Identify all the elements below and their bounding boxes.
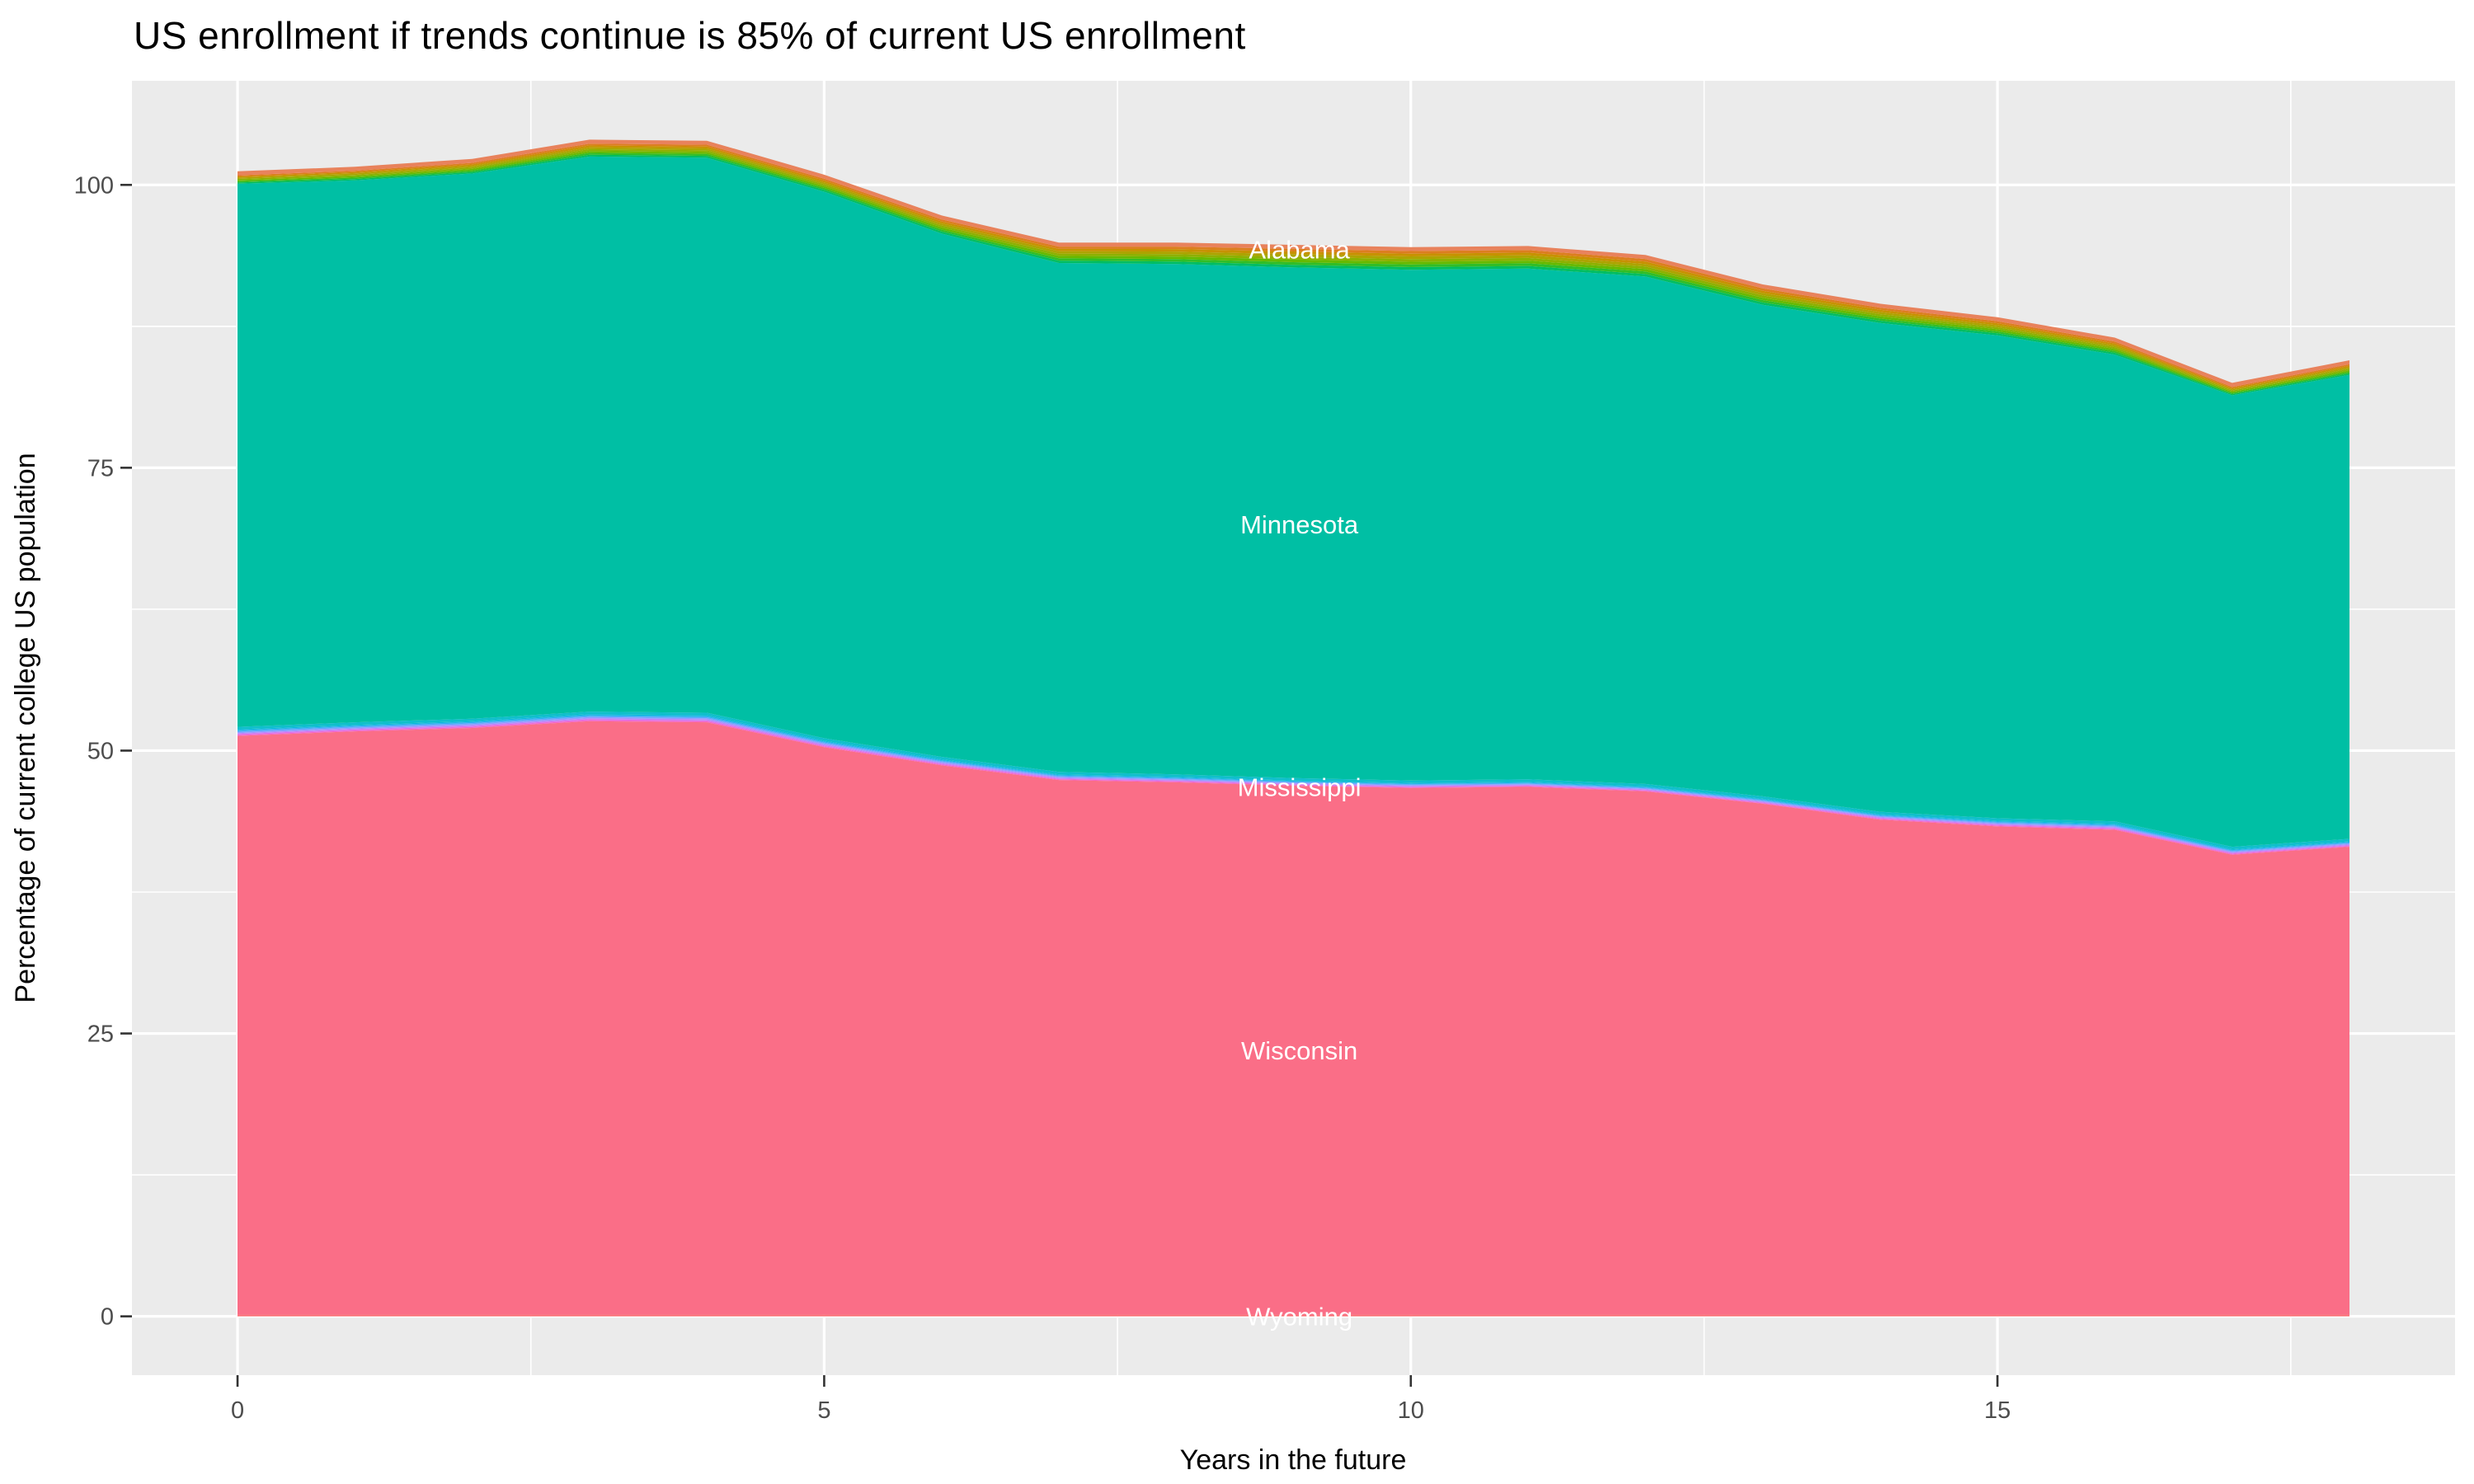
area-label-alabama: Alabama [1249, 235, 1350, 264]
y-tick-label: 25 [87, 1021, 114, 1048]
x-tick-label: 15 [1984, 1397, 2011, 1424]
y-axis-title: Percentage of current college US populat… [10, 453, 41, 1003]
x-tick-label: 0 [231, 1397, 244, 1424]
axis-tick-labels: 0 5 10 15 0 25 50 75 100 [74, 172, 2011, 1424]
chart-title: US enrollment if trends continue is 85% … [134, 14, 1246, 57]
area-alabama [238, 139, 2349, 387]
x-tick-label: 10 [1398, 1397, 1424, 1424]
y-tick-label: 50 [87, 738, 114, 764]
y-tick-label: 0 [101, 1304, 114, 1331]
y-tick-label: 100 [74, 172, 114, 199]
area-mississippi [238, 711, 2349, 850]
area-label-minnesota: Minnesota [1240, 510, 1359, 539]
area-wyoming [238, 1314, 2349, 1317]
stacked-areas [238, 139, 2349, 1317]
x-axis-title: Years in the future [1179, 1444, 1407, 1476]
axis-ticks [120, 183, 1999, 1387]
area-label-wyoming: Wyoming [1246, 1303, 1352, 1331]
area-wisconsin [238, 721, 2349, 1315]
y-tick-label: 75 [87, 455, 114, 481]
area-label-mississippi: Mississippi [1238, 773, 1362, 801]
area-labels: Alabama Minnesota Mississippi Wisconsin Wyom… [1238, 235, 1362, 1331]
area-minnesota [238, 156, 2349, 848]
x-tick-label: 5 [817, 1397, 830, 1424]
area-label-wisconsin: Wisconsin [1241, 1036, 1357, 1065]
